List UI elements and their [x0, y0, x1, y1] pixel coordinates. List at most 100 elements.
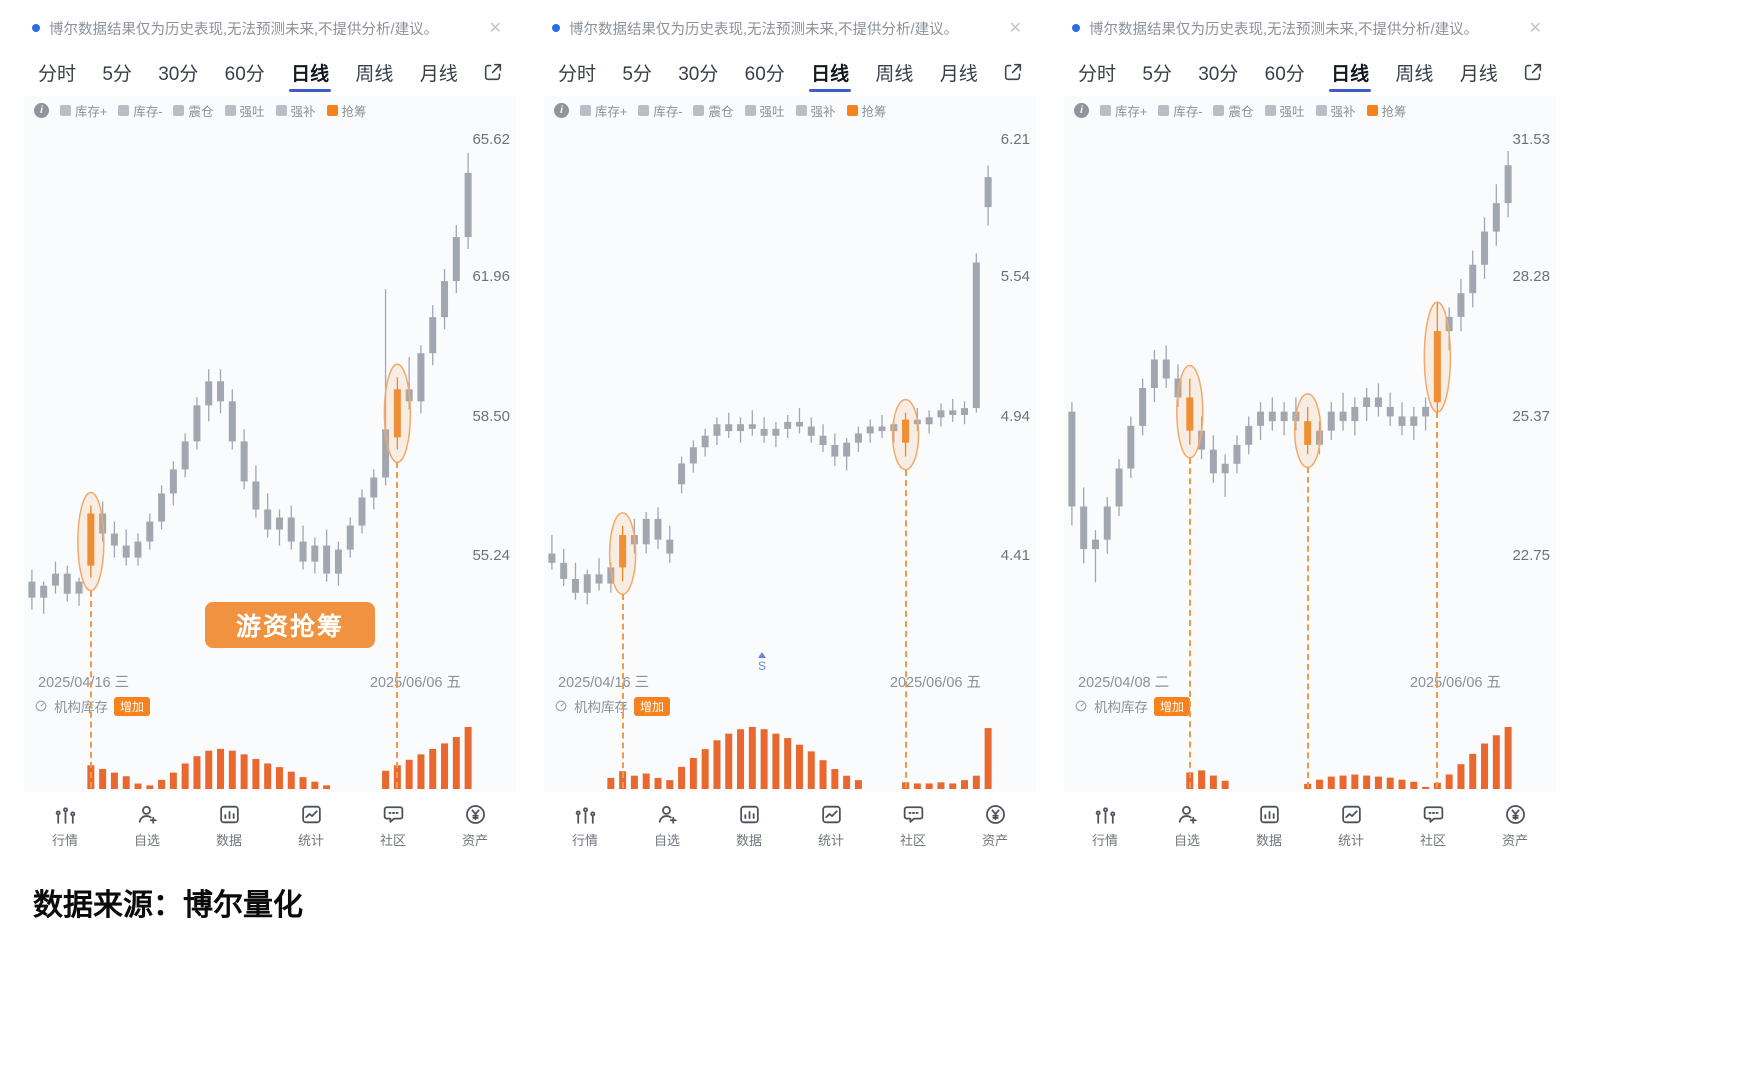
- legend-label: 库存+: [1115, 104, 1148, 119]
- tab-30min[interactable]: 30分: [158, 63, 199, 85]
- legend-inventory-plus[interactable]: 库存+: [580, 101, 627, 120]
- legend-inventory-minus[interactable]: 库存-: [638, 101, 682, 120]
- legend-label: 强补: [290, 104, 316, 119]
- nav-watchlist[interactable]: 自选: [626, 802, 708, 849]
- nav-community[interactable]: 社区: [1392, 802, 1474, 849]
- legend-label: 库存-: [133, 104, 163, 119]
- inventory-label: 机构库存: [1094, 700, 1148, 715]
- price-label: 31.53: [1512, 131, 1550, 148]
- inventory-bar-chart: [607, 727, 992, 789]
- stock-chart-panel: 博尔数据结果仅为历史表现,无法预测未来,不提供分析/建议。 ✕ 分时 5分 30…: [544, 8, 1036, 854]
- tab-30min[interactable]: 30分: [1198, 63, 1239, 85]
- nav-data[interactable]: 数据: [1228, 802, 1310, 849]
- institution-inventory-row: 机构库存 增加: [1064, 693, 1556, 719]
- legend-label: 强吐: [759, 104, 785, 119]
- stats-line-icon: [821, 805, 841, 823]
- nav-assets[interactable]: 资产: [434, 802, 516, 849]
- nav-market[interactable]: 行情: [24, 802, 106, 849]
- data-chart-icon: [1259, 805, 1279, 823]
- info-icon[interactable]: i: [554, 102, 569, 118]
- price-label: 58.50: [472, 408, 510, 425]
- nav-watchlist[interactable]: 自选: [106, 802, 188, 849]
- tab-5min[interactable]: 5分: [102, 63, 132, 85]
- tab-time-sharing[interactable]: 分时: [1078, 63, 1117, 85]
- legend-strong-cover[interactable]: 强补: [1315, 101, 1356, 120]
- data-chart-icon: [739, 805, 759, 823]
- nav-community[interactable]: 社区: [352, 802, 434, 849]
- tab-time-sharing[interactable]: 分时: [558, 63, 597, 85]
- tab-30min[interactable]: 30分: [678, 63, 719, 85]
- legend-inventory-plus[interactable]: 库存+: [1100, 101, 1147, 120]
- inventory-label: 机构库存: [574, 700, 628, 715]
- source-caption: 数据来源：博尔量化: [33, 889, 303, 922]
- nav-label: 统计: [817, 832, 844, 848]
- tab-60min[interactable]: 60分: [1264, 63, 1305, 85]
- candlestick-chart[interactable]: 31.53 28.28 25.37 22.75: [1064, 124, 1556, 669]
- bottom-nav: 行情 自选 数据: [544, 792, 1036, 854]
- timeframe-tabs: 分时 5分 30分 60分 日线 周线 月线: [24, 48, 516, 96]
- nav-stats[interactable]: 统计: [1310, 802, 1392, 849]
- tab-weekly[interactable]: 周线: [1395, 63, 1434, 85]
- legend-inventory-minus[interactable]: 库存-: [1158, 101, 1202, 120]
- nav-market[interactable]: 行情: [1064, 802, 1146, 849]
- tab-daily[interactable]: 日线: [809, 48, 852, 97]
- nav-data[interactable]: 数据: [708, 802, 790, 849]
- nav-assets[interactable]: 资产: [1474, 802, 1556, 849]
- legend-strong-sell[interactable]: 强吐: [1264, 101, 1305, 120]
- strong-sell-swatch-icon: [744, 104, 756, 116]
- legend-chip-grab[interactable]: 抢筹: [1366, 101, 1407, 120]
- nav-community[interactable]: 社区: [872, 802, 954, 849]
- legend-strong-cover[interactable]: 强补: [795, 101, 836, 120]
- info-icon[interactable]: i: [34, 102, 49, 118]
- candlestick-chart[interactable]: 65.62 61.96 58.50 55.24 游资抢筹: [24, 124, 516, 669]
- tab-5min[interactable]: 5分: [622, 63, 652, 85]
- legend-label: 强吐: [239, 104, 265, 119]
- legend-inventory-minus[interactable]: 库存-: [118, 101, 162, 120]
- tab-daily[interactable]: 日线: [1329, 48, 1372, 97]
- expand-icon[interactable]: [1002, 61, 1024, 83]
- legend-strong-cover[interactable]: 强补: [275, 101, 316, 120]
- market-bars-icon: [575, 806, 595, 824]
- legend-chip-grab[interactable]: 抢筹: [846, 101, 887, 120]
- tab-time-sharing[interactable]: 分时: [38, 63, 77, 85]
- nav-assets[interactable]: 资产: [954, 802, 1036, 849]
- expand-icon[interactable]: [482, 61, 504, 83]
- start-date: 2025/04/08 二: [1078, 674, 1170, 691]
- date-axis: 2025/04/16 三 2025/06/06 五: [544, 669, 1036, 693]
- legend-inventory-plus[interactable]: 库存+: [60, 101, 107, 120]
- legend-shakeout[interactable]: 震仓: [1213, 101, 1254, 120]
- legend-chip-grab[interactable]: 抢筹: [326, 101, 367, 120]
- bottom-nav: 行情 自选 数据: [1064, 792, 1556, 854]
- strong-sell-swatch-icon: [1264, 104, 1276, 116]
- tab-monthly[interactable]: 月线: [419, 63, 458, 85]
- candlestick-chart[interactable]: 6.21 5.54 4.94 4.41 S: [544, 124, 1036, 672]
- nav-stats[interactable]: 统计: [270, 802, 352, 849]
- date-axis: 2025/04/16 三 2025/06/06 五: [24, 669, 516, 693]
- tab-5min[interactable]: 5分: [1142, 63, 1172, 85]
- expand-icon[interactable]: [1522, 61, 1544, 83]
- tab-60min[interactable]: 60分: [224, 63, 265, 85]
- tab-monthly[interactable]: 月线: [939, 63, 978, 85]
- legend-shakeout[interactable]: 震仓: [173, 101, 214, 120]
- nav-data[interactable]: 数据: [188, 802, 270, 849]
- nav-market[interactable]: 行情: [544, 802, 626, 849]
- close-icon[interactable]: ✕: [1528, 20, 1542, 37]
- inventory-minus-swatch-icon: [118, 104, 130, 116]
- tab-daily[interactable]: 日线: [289, 48, 332, 97]
- close-icon[interactable]: ✕: [1008, 20, 1022, 37]
- close-icon[interactable]: ✕: [488, 20, 502, 37]
- tab-weekly[interactable]: 周线: [875, 63, 914, 85]
- nav-stats[interactable]: 统计: [790, 802, 872, 849]
- tab-weekly[interactable]: 周线: [355, 63, 394, 85]
- legend-shakeout[interactable]: 震仓: [693, 101, 734, 120]
- price-label: 65.62: [472, 131, 510, 148]
- tab-60min[interactable]: 60分: [744, 63, 785, 85]
- nav-watchlist[interactable]: 自选: [1146, 802, 1228, 849]
- info-icon[interactable]: i: [1074, 102, 1089, 118]
- legend-strong-sell[interactable]: 强吐: [224, 101, 265, 120]
- legend-strong-sell[interactable]: 强吐: [744, 101, 785, 120]
- nav-label: 数据: [735, 832, 762, 848]
- tab-monthly[interactable]: 月线: [1459, 63, 1498, 85]
- yuan-wallet-icon: [465, 804, 485, 824]
- chip-grab-swatch-icon: [846, 104, 858, 116]
